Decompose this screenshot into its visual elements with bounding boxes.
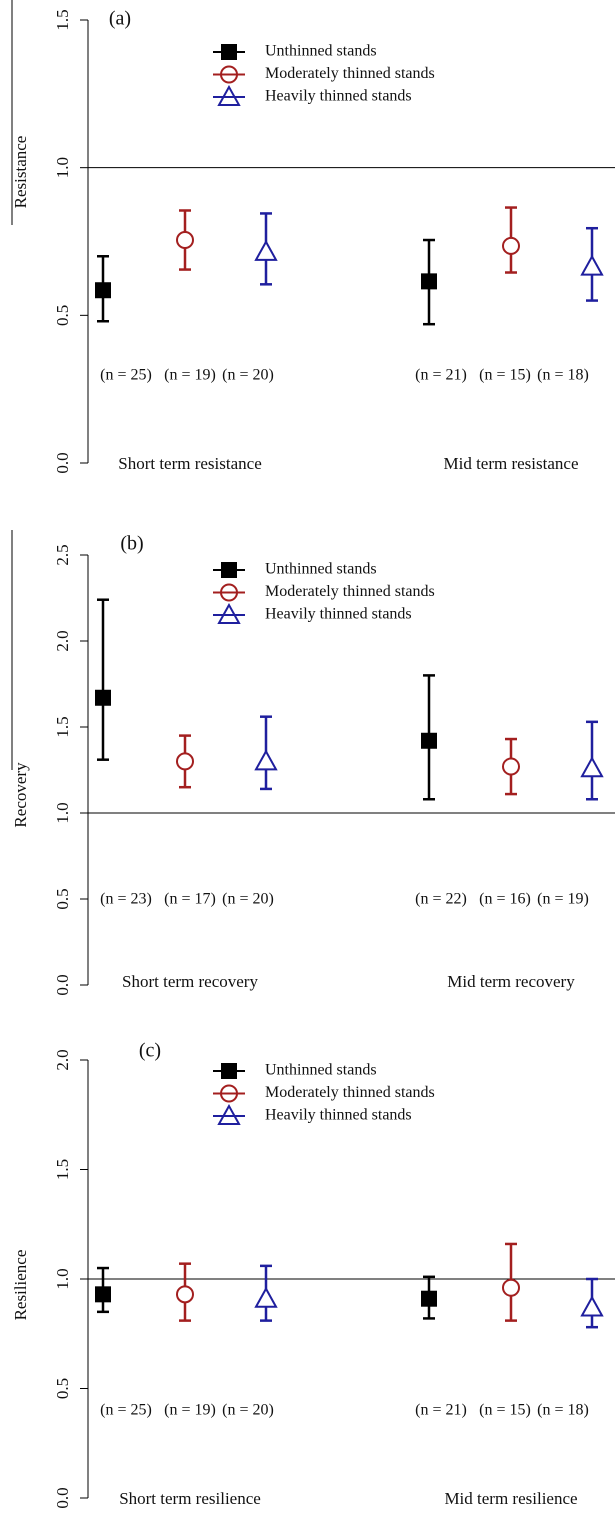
marker — [217, 84, 241, 106]
n-label: (n = 18) — [537, 1402, 589, 1419]
y-tick-label: 1.5 — [53, 9, 72, 30]
n-label: (n = 19) — [164, 367, 216, 384]
legend-label: Moderately thinned stands — [265, 583, 435, 600]
marker — [254, 1286, 278, 1308]
marker — [217, 602, 241, 624]
marker — [254, 239, 278, 261]
n-label: (n = 15) — [479, 1402, 531, 1419]
marker — [421, 732, 437, 749]
marker — [176, 752, 194, 771]
y-tick-label: 0.5 — [53, 1378, 72, 1399]
marker — [580, 756, 604, 778]
marker — [502, 1278, 520, 1297]
n-label: (n = 20) — [222, 367, 274, 384]
marker — [580, 1295, 604, 1317]
legend-label: Moderately thinned stands — [265, 65, 435, 82]
error-bar — [97, 598, 109, 761]
marker — [95, 1286, 111, 1303]
n-label: (n = 20) — [222, 891, 274, 908]
n-label: (n = 19) — [537, 891, 589, 908]
marker — [217, 1103, 241, 1125]
n-label: (n = 15) — [479, 367, 531, 384]
legend-label: Unthinned stands — [265, 561, 377, 578]
marker — [176, 231, 194, 250]
x-category-label: Mid term resistance — [443, 454, 578, 473]
marker — [580, 254, 604, 276]
y-tick-label: 0.0 — [53, 1487, 72, 1508]
legend-label: Heavily thinned stands — [265, 88, 412, 105]
n-label: (n = 17) — [164, 891, 216, 908]
marker — [95, 282, 111, 299]
marker — [220, 583, 238, 602]
marker — [176, 1285, 194, 1304]
marker — [220, 1084, 238, 1103]
panel-label: (b) — [120, 533, 143, 555]
panel-label: (c) — [139, 1040, 161, 1062]
y-tick-label: 1.0 — [53, 802, 72, 823]
x-category-label: Short term resilience — [119, 1489, 261, 1508]
n-label: (n = 25) — [100, 367, 152, 384]
y-axis-label: Resilience — [11, 1250, 30, 1321]
n-label: (n = 20) — [222, 1402, 274, 1419]
marker — [502, 236, 520, 255]
y-axis-label: Resistance — [11, 136, 30, 209]
marker — [221, 44, 237, 60]
marker — [221, 562, 237, 578]
n-label: (n = 21) — [415, 367, 467, 384]
legend-label: Unthinned stands — [265, 43, 377, 60]
marker — [95, 689, 111, 706]
y-tick-label: 0.0 — [53, 452, 72, 473]
panel-label: (a) — [109, 8, 131, 30]
x-category-label: Short term resistance — [118, 454, 262, 473]
y-tick-label: 1.5 — [53, 1159, 72, 1180]
legend-label: Heavily thinned stands — [265, 606, 412, 623]
y-tick-label: 2.5 — [53, 544, 72, 565]
legend-label: Unthinned stands — [265, 1062, 377, 1079]
marker — [221, 1063, 237, 1079]
legend-label: Heavily thinned stands — [265, 1107, 412, 1124]
n-label: (n = 19) — [164, 1402, 216, 1419]
y-tick-label: 0.0 — [53, 974, 72, 995]
n-label: (n = 22) — [415, 891, 467, 908]
y-tick-label: 0.5 — [53, 305, 72, 326]
y-tick-label: 0.5 — [53, 888, 72, 909]
y-tick-label: 1.0 — [53, 157, 72, 178]
marker — [502, 757, 520, 776]
x-category-label: Mid term recovery — [447, 972, 575, 991]
x-category-label: Short term recovery — [122, 972, 258, 991]
y-tick-label: 2.0 — [53, 1049, 72, 1070]
y-tick-label: 1.5 — [53, 716, 72, 737]
n-label: (n = 18) — [537, 367, 589, 384]
y-axis-label: Recovery — [11, 762, 30, 828]
marker — [220, 65, 238, 84]
marker — [421, 273, 437, 290]
y-tick-label: 1.0 — [53, 1268, 72, 1289]
n-label: (n = 21) — [415, 1402, 467, 1419]
x-category-label: Mid term resilience — [444, 1489, 577, 1508]
n-label: (n = 23) — [100, 891, 152, 908]
n-label: (n = 16) — [479, 891, 531, 908]
marker — [421, 1290, 437, 1307]
y-tick-label: 2.0 — [53, 630, 72, 651]
legend-label: Moderately thinned stands — [265, 1084, 435, 1101]
n-label: (n = 25) — [100, 1402, 152, 1419]
marker — [254, 749, 278, 771]
